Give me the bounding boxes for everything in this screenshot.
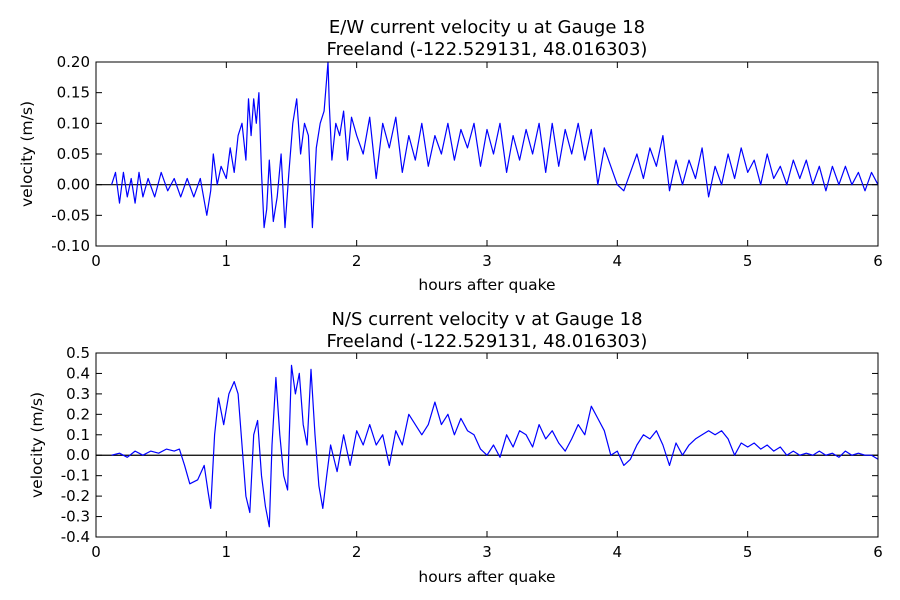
x-tick-label: 6 xyxy=(873,543,883,561)
x-tick-label: 3 xyxy=(482,543,492,561)
x-tick-label: 1 xyxy=(222,543,232,561)
y-tick-label: 0.1 xyxy=(66,426,90,444)
x-tick-label: 4 xyxy=(613,543,623,561)
x-axis-label: hours after quake xyxy=(418,568,555,586)
plot-frame xyxy=(95,352,879,538)
chart-title: N/S current velocity v at Gauge 18 xyxy=(331,309,642,330)
chart-ew-velocity: E/W current velocity u at Gauge 18 Freel… xyxy=(18,17,883,294)
plot-area xyxy=(96,353,878,537)
y-tick-label: 0.4 xyxy=(66,364,90,382)
series-line xyxy=(111,61,879,229)
y-tick-label: -0.05 xyxy=(51,206,90,224)
x-tick-label: 2 xyxy=(352,543,362,561)
series-line xyxy=(111,364,879,528)
tick-labels: 0 1 2 3 4 5 6 -0.4 -0.3 -0.2 -0.1 0.0 0.1 0.2 0.3 0.4 0.… xyxy=(61,344,883,561)
x-tick-label: 3 xyxy=(482,252,492,270)
y-tick-label: 0.20 xyxy=(57,53,90,71)
y-tick-label: 0.15 xyxy=(57,84,90,102)
plot-area xyxy=(96,62,878,246)
y-tick-label: -0.3 xyxy=(61,508,90,526)
plot-frame xyxy=(95,61,879,247)
y-tick-label: -0.4 xyxy=(61,528,90,546)
y-tick-label: 0.5 xyxy=(66,344,90,362)
x-tick-label: 1 xyxy=(222,252,232,270)
y-tick-label: -0.2 xyxy=(61,487,90,505)
y-tick-label: -0.1 xyxy=(61,467,90,485)
x-tick-label: 0 xyxy=(91,543,101,561)
x-tick-label: 2 xyxy=(352,252,362,270)
x-tick-label: 6 xyxy=(873,252,883,270)
chart-subtitle: Freeland (-122.529131, 48.016303) xyxy=(327,39,648,60)
chart-title: E/W current velocity u at Gauge 18 xyxy=(329,17,645,38)
x-axis-label: hours after quake xyxy=(418,276,555,294)
y-tick-label: 0.10 xyxy=(57,114,90,132)
x-tick-label: 4 xyxy=(613,252,623,270)
y-axis-label: velocity (m/s) xyxy=(28,392,46,498)
y-tick-label: 0.3 xyxy=(66,385,90,403)
y-tick-label: 0.05 xyxy=(57,145,90,163)
chart-ns-velocity: N/S current velocity v at Gauge 18 Freel… xyxy=(28,309,883,586)
x-tick-label: 5 xyxy=(743,543,753,561)
x-tick-label: 5 xyxy=(743,252,753,270)
chart-subtitle: Freeland (-122.529131, 48.016303) xyxy=(327,331,648,352)
y-tick-label: 0.2 xyxy=(66,405,90,423)
tick-labels: 0 1 2 3 4 5 6 -0.10 -0.05 0.00 0.05 0.10 0.15 0.20 xyxy=(51,53,883,270)
y-axis-label: velocity (m/s) xyxy=(18,101,36,207)
y-tick-label: 0.0 xyxy=(66,446,90,464)
y-tick-label: -0.10 xyxy=(51,237,90,255)
x-tick-label: 0 xyxy=(91,252,101,270)
y-tick-label: 0.00 xyxy=(57,176,90,194)
